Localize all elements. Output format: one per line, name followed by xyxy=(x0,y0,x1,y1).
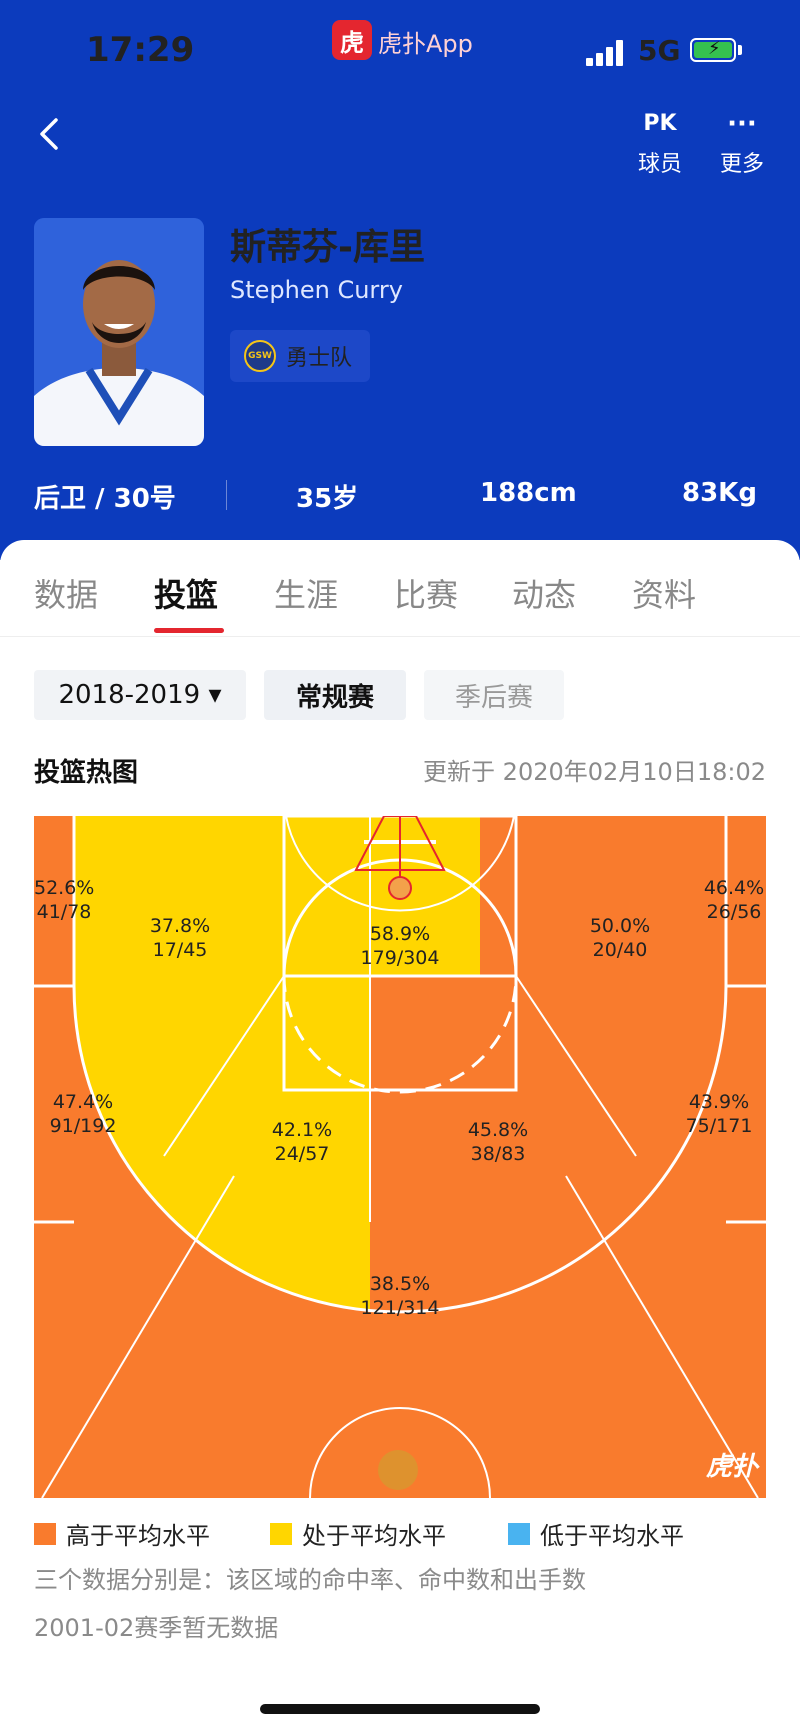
regular-season-button[interactable]: 常规赛 xyxy=(264,670,406,720)
zone-left-wing-three: 47.4% 91/192 xyxy=(49,1091,117,1137)
season-selector[interactable]: 2018-2019 ▾ xyxy=(34,670,246,720)
more-label: 更多 xyxy=(719,152,764,177)
player-name-cn: 斯蒂芬-库里 xyxy=(230,227,425,268)
tab-data[interactable]: 数据 xyxy=(34,576,99,614)
legend-average: 处于平均水平 xyxy=(270,1516,446,1551)
zone-right-midrange-baseline: 50.0% 20/40 xyxy=(589,915,651,961)
more-button[interactable]: ··· 更多 xyxy=(712,106,772,178)
player-age: 35岁 xyxy=(296,484,359,514)
app-logo-icon: 虎 xyxy=(332,20,372,60)
legend-swatch-average xyxy=(270,1522,292,1545)
zone-right-corner: 46.4% 26/56 xyxy=(703,877,765,923)
battery-icon: ⚡ xyxy=(690,38,736,62)
battery-tip xyxy=(738,45,742,55)
more-icon: ··· xyxy=(727,109,757,139)
zone-left-midrange-baseline: 37.8% 17/45 xyxy=(149,915,211,961)
tabs-divider xyxy=(0,636,800,637)
meta-divider xyxy=(226,480,227,510)
pk-player-button[interactable]: PK 球员 xyxy=(630,106,690,178)
basketball-icon xyxy=(378,1450,418,1490)
app-name: 虎扑App xyxy=(378,30,473,58)
legend-below-average: 低于平均水平 xyxy=(508,1516,684,1551)
heatmap-title: 投篮热图 xyxy=(34,758,139,788)
data-explanation-note: 三个数据分别是：该区域的命中率、命中数和出手数 xyxy=(34,1566,586,1594)
zone-left-elbow: 42.1% 24/57 xyxy=(271,1119,333,1165)
playoffs-button[interactable]: 季后赛 xyxy=(424,670,564,720)
zone-restricted-area: 58.9% 179/304 xyxy=(360,923,440,969)
tab-games[interactable]: 比赛 xyxy=(394,576,459,614)
missing-season-note: 2001-02赛季暂无数据 xyxy=(34,1614,279,1642)
hupu-watermark: 虎扑 xyxy=(706,1452,759,1482)
zone-top-three: 38.5% 121/314 xyxy=(360,1273,440,1319)
zone-right-elbow: 45.8% 38/83 xyxy=(467,1119,529,1165)
legend-swatch-above xyxy=(34,1522,56,1545)
team-tag[interactable]: GSW 勇士队 xyxy=(230,330,371,382)
tab-career[interactable]: 生涯 xyxy=(274,576,339,614)
network-type: 5G xyxy=(638,34,681,67)
tab-profile[interactable]: 资料 xyxy=(632,576,697,614)
zone-right-wing-three: 43.9% 75/171 xyxy=(685,1091,753,1137)
shot-heatmap-court xyxy=(34,814,766,1499)
active-tab-indicator xyxy=(154,628,224,633)
player-avatar xyxy=(34,218,204,446)
zone-left-corner: 52.6% 41/78 xyxy=(34,877,95,923)
player-portrait-icon xyxy=(34,218,204,446)
court-svg xyxy=(34,814,766,1499)
team-logo-icon: GSW xyxy=(244,340,276,372)
home-indicator[interactable] xyxy=(260,1704,540,1714)
player-weight: 83Kg xyxy=(682,478,757,508)
tab-news[interactable]: 动态 xyxy=(512,576,577,614)
pk-icon: PK xyxy=(643,111,677,136)
legend-swatch-below xyxy=(508,1522,530,1545)
signal-icon xyxy=(586,40,626,66)
heatmap-updated-time: 更新于 2020年02月10日18:02 xyxy=(423,758,766,786)
player-position: 后卫 / 30号 xyxy=(34,484,176,514)
legend-above-average: 高于平均水平 xyxy=(34,1516,210,1551)
team-name: 勇士队 xyxy=(286,346,353,371)
player-name-en: Stephen Curry xyxy=(230,276,403,304)
pk-label: 球员 xyxy=(637,152,682,177)
status-time: 17:29 xyxy=(86,30,195,70)
player-height: 188cm xyxy=(480,478,577,508)
heatmap-legend: 高于平均水平 处于平均水平 低于平均水平 xyxy=(34,1516,766,1550)
tab-shooting[interactable]: 投篮 xyxy=(154,576,219,614)
back-icon[interactable] xyxy=(36,116,64,152)
